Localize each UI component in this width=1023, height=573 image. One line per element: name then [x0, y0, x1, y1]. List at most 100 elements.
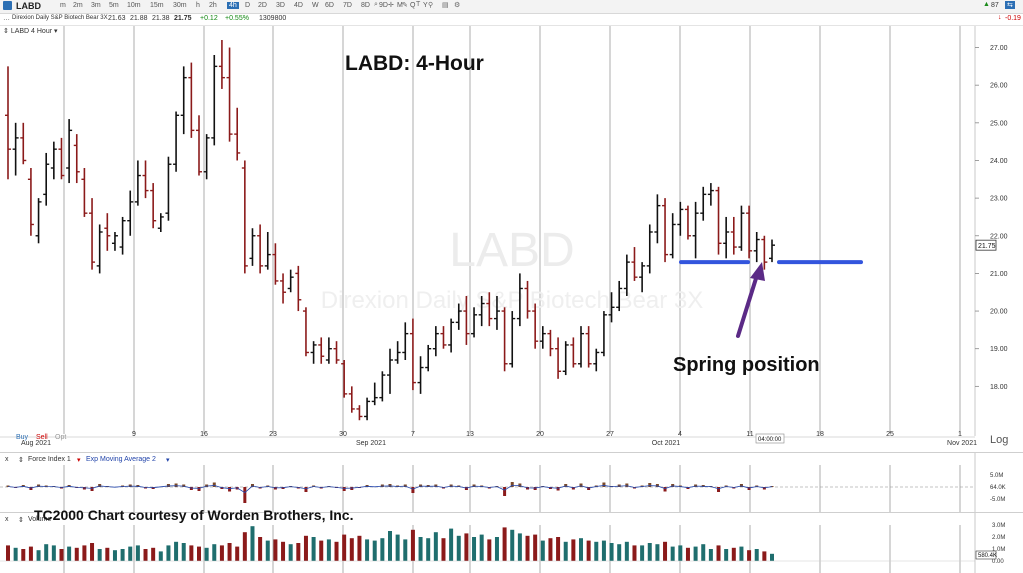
volume-bar [571, 539, 576, 561]
force-index-bar [579, 483, 583, 487]
force-index-bar [587, 487, 591, 490]
timeframe-button-3m[interactable]: 3m [91, 2, 101, 9]
volume-bar [655, 544, 660, 561]
more-icon[interactable]: … [3, 15, 10, 22]
force-index-bar [189, 487, 193, 490]
force-expand-icon[interactable]: ⇕ [18, 457, 24, 464]
force-index-bar [510, 482, 514, 487]
volume-bar [433, 532, 438, 561]
annotation-arrow[interactable] [736, 270, 760, 338]
timeframe-button-m[interactable]: m [60, 2, 66, 9]
timeframe-button-8D[interactable]: 8D [361, 2, 370, 9]
log-toggle[interactable]: Log [990, 434, 1009, 446]
symbol-label[interactable]: LABD [16, 1, 41, 11]
search-icon[interactable]: ⌕ [374, 1, 378, 8]
open-value: 21.63 [108, 15, 126, 22]
timeframe-button-Q[interactable]: Q [410, 2, 416, 9]
force-index-bar [648, 483, 652, 487]
watermark-symbol: LABD [449, 224, 574, 277]
settings-icon[interactable]: ⚙ [454, 2, 461, 9]
timeframe-button-2h[interactable]: 2h [209, 2, 217, 9]
time-axis-label: 30 [339, 431, 347, 438]
volume-bar [418, 537, 423, 561]
force-index-bar [671, 484, 675, 487]
force-index-bar [518, 483, 522, 487]
timeframe-button-2D[interactable]: 2D [258, 2, 267, 9]
time-axis-label: 25 [886, 431, 894, 438]
opt-button[interactable]: Opt [55, 434, 67, 441]
expand-icon[interactable]: ⇕ [3, 28, 11, 35]
timeframe-button-4h[interactable]: 4h [227, 2, 239, 9]
timeframe-button-5m[interactable]: 5m [109, 2, 119, 9]
ema-label[interactable]: Exp Moving Average 2 [86, 456, 156, 463]
volume-bar [533, 534, 538, 561]
volume-bar [388, 531, 392, 561]
ema-line [7, 484, 773, 494]
volume-bar [647, 543, 652, 561]
layers-icon[interactable]: ▤ [442, 2, 449, 9]
timeframe-button-W[interactable]: W [312, 2, 319, 9]
timeframe-button-6D[interactable]: 6D [325, 2, 334, 9]
timeframe-button-4D[interactable]: 4D [294, 2, 303, 9]
volume-label[interactable]: Volume [28, 516, 52, 523]
volume-bar [556, 537, 561, 561]
price-chart[interactable]: LABD Direxion Daily S&P Biotech Bear 3X 27… [0, 26, 1023, 452]
timeframe-button-9D[interactable]: 9D [379, 2, 388, 9]
force-index-bar [197, 487, 201, 491]
force-index-label[interactable]: Force Index 1 [28, 456, 71, 463]
timeframe-button-7D[interactable]: 7D [343, 2, 352, 9]
timeframe-button-30m[interactable]: 30m [173, 2, 187, 9]
timeframe-button-h[interactable]: h [196, 2, 200, 9]
low-value: 21.38 [152, 15, 170, 22]
timeframe-button-2m[interactable]: 2m [73, 2, 83, 9]
volume-close-button[interactable]: x [5, 516, 9, 523]
timeframe-button-Y[interactable]: Y [423, 2, 428, 9]
force-index-bar [663, 487, 667, 492]
volume-bar [754, 549, 759, 561]
text-tool-icon[interactable]: T [416, 1, 421, 8]
volume-bar [112, 550, 117, 561]
panel-toggle-icon[interactable]: ⇆ [1005, 1, 1015, 9]
volume-expand-icon[interactable]: ⇕ [18, 517, 24, 524]
price-pane[interactable]: LABD Direxion Daily S&P Biotech Bear 3X 27… [0, 26, 1023, 452]
arrow-head-icon [750, 262, 765, 281]
price-pane-label[interactable]: ⇕ LABD 4 Hour ▾ [3, 27, 58, 35]
ema-chevron-icon[interactable]: ▾ [166, 457, 170, 464]
price-axis-label: 18.00 [990, 384, 1008, 391]
timeframe-button-D[interactable]: D [245, 2, 251, 9]
volume-bar [13, 547, 18, 561]
volume-bar [204, 547, 209, 561]
volume-bar [105, 547, 110, 561]
volume-bar [426, 538, 431, 561]
annotation-title: LABD: 4-Hour [345, 52, 484, 75]
volume-bar [197, 546, 201, 561]
chevron-down-icon[interactable]: ▾ [52, 28, 58, 35]
price-pane-title: LABD 4 Hour [10, 28, 53, 35]
close-value: 21.75 [174, 15, 192, 22]
volume-bar [82, 545, 87, 561]
force-close-button[interactable]: x [5, 456, 9, 463]
price-axis-label: 19.00 [990, 346, 1008, 353]
crosshair-icon[interactable]: ✛ [388, 2, 394, 9]
timeframe-button-15m[interactable]: 15m [150, 2, 164, 9]
force-index-bar [770, 486, 774, 487]
volume-pane[interactable]: 3.0M 2.0M 1.0M 0.00 580.4K x ⇕ Volume TC2000… [0, 507, 1023, 573]
timeframe-button-10m[interactable]: 10m [127, 2, 141, 9]
time-axis-label: Nov 2021 [947, 440, 977, 447]
timeframe-toolbar: LABD m 2m 3m 5m 10m 15m 30m h 2h 4h D 2D 3D 4D W 6D 7D 8D… [0, 0, 1023, 14]
volume-bar [395, 534, 400, 561]
sell-button[interactable]: Sell [36, 434, 48, 441]
time-axis-label: 4 [678, 431, 682, 438]
pencil-icon[interactable]: ✎ [402, 2, 408, 9]
timeframe-button-M[interactable]: M [397, 2, 403, 9]
zoom-icon[interactable]: ⚲ [428, 2, 434, 9]
price-axis-label: 20.00 [990, 309, 1008, 316]
timeframe-button-3D[interactable]: 3D [276, 2, 285, 9]
force-chevron-icon[interactable]: ▾ [77, 457, 81, 464]
volume-bar [693, 546, 698, 561]
buy-button[interactable]: Buy [16, 434, 29, 441]
force-index-chart[interactable]: 5.0M 64.0K -5.0M [0, 453, 1023, 513]
force-index-pane[interactable]: 5.0M 64.0K -5.0M x ⇕ Force Index 1 ▾ Exp M… [0, 452, 1023, 513]
high-value: 21.88 [130, 15, 148, 22]
